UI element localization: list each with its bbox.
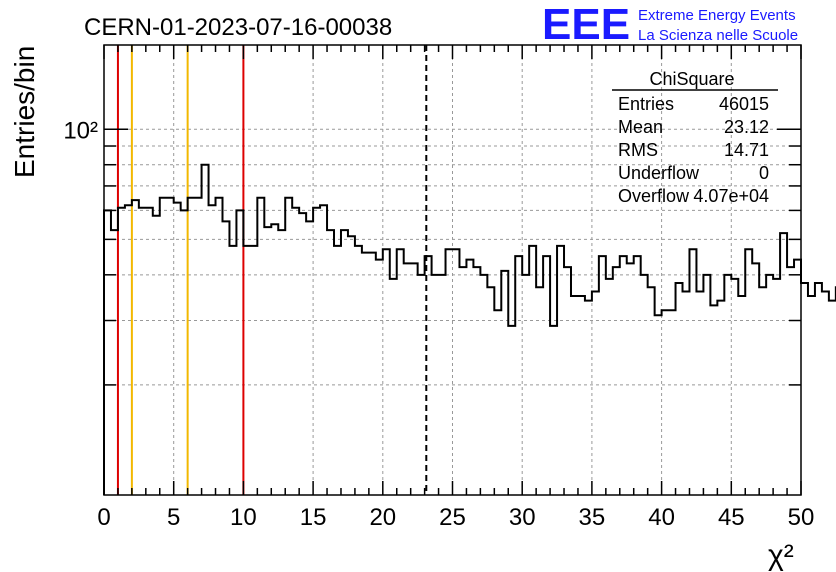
stats-label-underflow: Underflow <box>618 163 700 183</box>
stats-title: ChiSquare <box>649 69 734 89</box>
x-tick-label: 50 <box>788 504 815 531</box>
eee-logo-line1: Extreme Energy Events <box>638 7 796 24</box>
y-axis-label: Entries/bin <box>9 46 40 178</box>
stats-value-entries: 46015 <box>719 94 769 114</box>
axes: 0 5 10 15 20 25 30 35 40 45 50 10² <box>63 44 815 531</box>
eee-logo: EEE <box>542 0 630 49</box>
x-tick-label: 25 <box>439 504 466 531</box>
x-tick-label: 40 <box>648 504 675 531</box>
x-tick-label: 0 <box>97 504 110 531</box>
eee-logo-line2: La Scienza nelle Scuole <box>638 27 798 44</box>
stats-label-overflow: Overflow <box>618 186 690 206</box>
x-tick-label: 20 <box>369 504 396 531</box>
grid <box>104 45 801 495</box>
stats-label-mean: Mean <box>618 117 663 137</box>
x-tick-label: 15 <box>300 504 327 531</box>
stats-value-underflow: 0 <box>759 163 769 183</box>
stats-label-rms: RMS <box>618 140 658 160</box>
marker-lines <box>116 45 428 495</box>
stats-label-entries: Entries <box>618 94 674 114</box>
chart-title: CERN-01-2023-07-16-00038 <box>84 14 392 41</box>
x-tick-label: 35 <box>579 504 606 531</box>
x-tick-label: 10 <box>230 504 257 531</box>
x-tick-label: 45 <box>718 504 745 531</box>
x-tick-label: 30 <box>509 504 536 531</box>
y-tick-label: 10² <box>63 117 98 144</box>
stats-box: ChiSquare Entries 46015 Mean 23.12 RMS 1… <box>612 69 778 206</box>
histogram-outline <box>103 163 836 495</box>
stats-value-rms: 14.71 <box>724 140 769 160</box>
x-axis-label: χ² <box>768 539 794 572</box>
stats-value-mean: 23.12 <box>724 117 769 137</box>
stats-value-overflow: 4.07e+04 <box>693 186 769 206</box>
x-tick-label: 5 <box>167 504 180 531</box>
